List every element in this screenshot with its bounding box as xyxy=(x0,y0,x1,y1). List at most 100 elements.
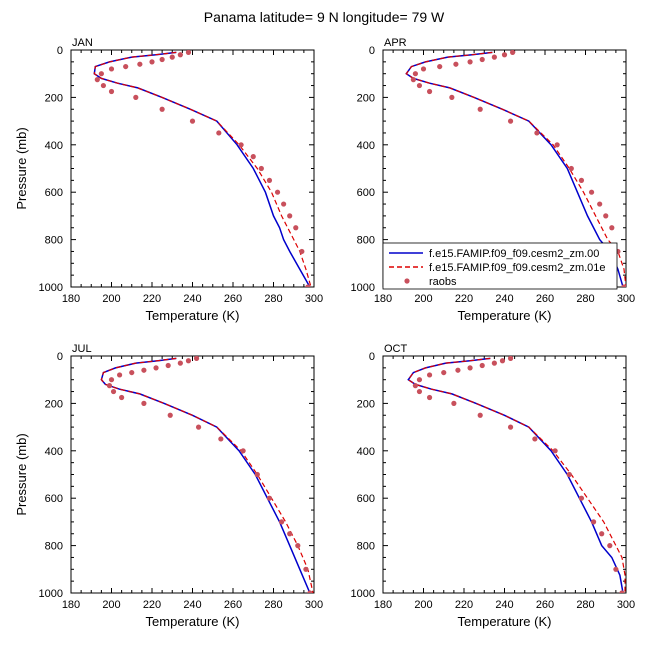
raobs-point xyxy=(98,71,104,77)
series-line-01e xyxy=(405,51,626,287)
x-tick-label: 280 xyxy=(264,599,282,611)
x-tick-label: 260 xyxy=(536,293,554,305)
x-tick-label: 220 xyxy=(455,599,473,611)
x-tick-label: 200 xyxy=(414,599,432,611)
x-tick-label: 240 xyxy=(183,293,201,305)
x-tick-label: 220 xyxy=(143,293,161,305)
x-tick-label: 280 xyxy=(264,293,282,305)
y-tick-label: 600 xyxy=(45,187,63,199)
raobs-point xyxy=(149,59,155,65)
series-group xyxy=(93,50,312,287)
panel-oct: 180 200 220 240 260 280 300 0 200 400 600 800 1000 OC… xyxy=(351,343,636,629)
x-tick-label: 300 xyxy=(617,293,635,305)
raobs-point xyxy=(193,356,200,361)
x-tick-label: 260 xyxy=(224,293,242,305)
x-tick-label: 180 xyxy=(374,293,392,305)
raobs-point xyxy=(491,360,497,366)
raobs-point xyxy=(437,63,443,70)
panel-label: OCT xyxy=(384,343,408,355)
y-tick-label: 200 xyxy=(357,398,375,410)
y-tick-label: 400 xyxy=(45,140,63,152)
raobs-point xyxy=(119,394,125,401)
raobs-point xyxy=(451,400,457,406)
raobs-point xyxy=(254,471,260,478)
legend: f.e15.FAMIP.f09_f09.cesm2_zm.00 f.e15.FAM… xyxy=(382,242,618,290)
legend-box xyxy=(382,242,618,290)
y-tick-label: 200 xyxy=(45,92,63,104)
raobs-point xyxy=(613,566,619,572)
x-tick-label: 300 xyxy=(305,599,323,611)
panel-label: APR xyxy=(384,37,407,49)
y-tick-label: 200 xyxy=(45,398,63,410)
y-tick-label: 0 xyxy=(369,45,375,57)
raobs-point xyxy=(467,365,473,371)
raobs-point xyxy=(110,388,117,395)
x-tick-label: 280 xyxy=(576,293,594,305)
raobs-point xyxy=(507,356,514,361)
panels-group: 180 200 220 240 260 280 300 0 200 400 600 800 1000 JA… xyxy=(14,37,635,629)
raobs-point xyxy=(566,471,572,478)
raobs-point xyxy=(94,77,100,83)
panel-jan: 180 200 220 240 260 280 300 0 200 400 600 800 1000 JA… xyxy=(14,37,323,323)
panel-label: JUL xyxy=(72,343,92,355)
legend-marker xyxy=(404,278,410,284)
y-tick-label: 600 xyxy=(45,493,63,505)
series-line-01e xyxy=(100,357,314,593)
y-tick-label: 0 xyxy=(369,351,375,363)
legend-label: f.e15.FAMIP.f09_f09.cesm2_zm.00 xyxy=(429,248,599,260)
raobs-point xyxy=(177,360,183,366)
x-tick-label: 240 xyxy=(495,293,513,305)
y-tick-label: 200 xyxy=(357,92,375,104)
x-tick-label: 300 xyxy=(617,599,635,611)
raobs-point xyxy=(453,61,459,67)
raobs-point xyxy=(287,213,293,219)
raobs-point xyxy=(281,201,287,207)
raobs-point xyxy=(133,94,139,100)
raobs-point xyxy=(159,56,165,63)
raobs-point xyxy=(250,154,256,160)
raobs-point xyxy=(420,66,427,72)
y-tick-label: 600 xyxy=(357,187,375,199)
y-axis-label: Pressure (mb) xyxy=(14,127,29,209)
plot-frame xyxy=(70,355,315,594)
raobs-point xyxy=(266,495,273,501)
y-tick-label: 1000 xyxy=(39,588,63,600)
y-tick-label: 400 xyxy=(357,140,375,152)
plot-frame xyxy=(70,49,315,288)
raobs-point xyxy=(609,225,615,231)
x-axis-label: Temperature (K) xyxy=(146,614,240,629)
series-line-01e xyxy=(407,357,626,593)
y-tick-label: 800 xyxy=(357,541,375,553)
raobs-point xyxy=(568,165,574,172)
figure-title: Panama latitude= 9 N longitude= 79 W xyxy=(204,9,445,25)
raobs-point xyxy=(218,436,224,442)
raobs-point xyxy=(477,106,483,112)
y-tick-label: 800 xyxy=(45,541,63,553)
raobs-point xyxy=(117,372,123,378)
series-line-00 xyxy=(100,357,311,593)
raobs-point xyxy=(185,50,192,55)
raobs-point xyxy=(238,142,244,148)
raobs-point xyxy=(303,566,309,572)
raobs-point xyxy=(410,77,416,83)
raobs-point xyxy=(491,54,497,60)
series-group xyxy=(100,356,314,593)
raobs-point xyxy=(305,284,311,287)
raobs-point xyxy=(216,130,222,136)
x-tick-label: 200 xyxy=(414,293,432,305)
raobs-point xyxy=(597,201,603,207)
raobs-point xyxy=(307,590,313,593)
raobs-point xyxy=(123,63,129,70)
raobs-point xyxy=(141,367,147,373)
raobs-point xyxy=(507,118,514,124)
series-line-01e xyxy=(93,51,312,287)
raobs-point xyxy=(295,543,301,549)
series-line-00 xyxy=(407,357,624,593)
x-tick-label: 220 xyxy=(143,599,161,611)
raobs-point xyxy=(266,177,273,183)
y-axis-label: Pressure (mb) xyxy=(14,433,29,515)
raobs-point xyxy=(287,531,293,537)
raobs-point xyxy=(467,59,473,65)
y-tick-label: 800 xyxy=(357,235,375,247)
